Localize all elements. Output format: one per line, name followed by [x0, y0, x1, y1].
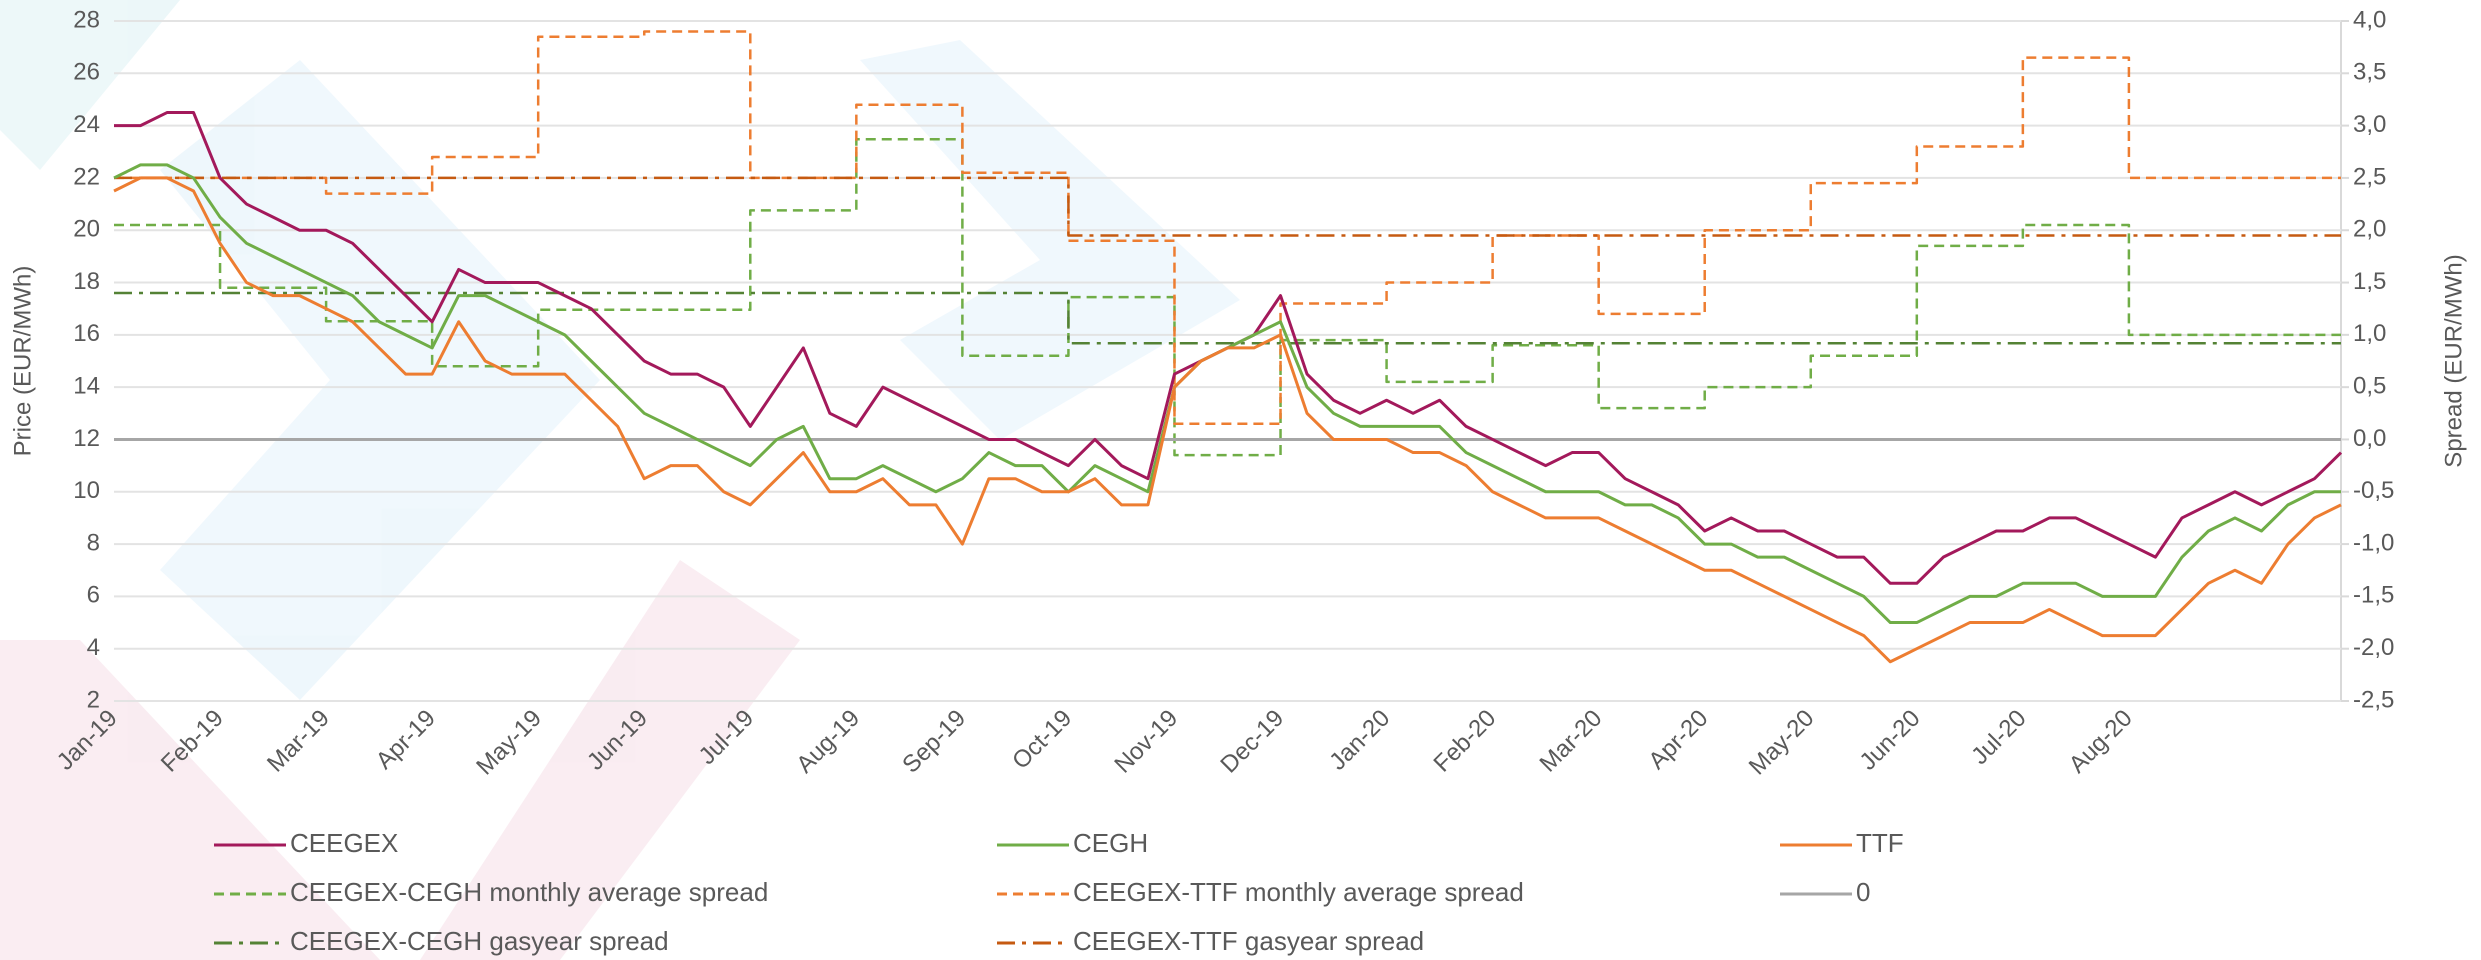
legend-label: CEEGEX-CEGH monthly average spread [290, 877, 768, 907]
x-tick-label: Feb-20 [1428, 705, 1501, 778]
x-tick-label: Mar-20 [1535, 705, 1608, 778]
x-tick-label: Apr-19 [371, 705, 441, 775]
x-tick-label: Apr-20 [1643, 705, 1713, 775]
y-tick-label: 22 [73, 163, 100, 190]
y-tick-label: 8 [87, 529, 100, 556]
legend-label: CEEGEX-TTF gasyear spread [1073, 926, 1424, 956]
background-decor [0, 0, 1240, 960]
x-tick-label: Aug-19 [791, 705, 865, 779]
y-tick-label: 24 [73, 111, 100, 138]
y2-tick-label: 0,0 [2353, 425, 2386, 452]
y-tick-label: 2 [87, 686, 100, 713]
y2-tick-label: -1,5 [2353, 582, 2394, 609]
y-tick-label: 28 [73, 6, 100, 33]
x-tick-label: May-19 [471, 705, 547, 781]
y2-tick-label: 1,5 [2353, 268, 2386, 295]
series-line [114, 30, 2341, 426]
y-tick-label: 6 [87, 582, 100, 609]
y2-tick-label: -1,0 [2353, 529, 2394, 556]
x-tick-label: Jun-20 [1855, 705, 1926, 776]
y2-tick-label: 2,5 [2353, 163, 2386, 190]
x-tick-label: Nov-19 [1109, 705, 1183, 779]
y2-tick-label: -0,5 [2353, 477, 2394, 504]
x-tick-label: May-20 [1744, 705, 1820, 781]
y2-tick-label: 3,5 [2353, 59, 2386, 86]
legend-label: CEEGEX [290, 828, 398, 858]
series-line [114, 137, 2341, 457]
y2-tick-label: 2,0 [2353, 216, 2386, 243]
y2-tick-label: -2,0 [2353, 634, 2394, 661]
y2-tick-label: 4,0 [2353, 6, 2386, 33]
y-tick-label: 12 [73, 425, 100, 452]
y2-axis-title: Spread (EUR/MWh) [2440, 254, 2467, 467]
x-tick-label: Mar-19 [262, 705, 335, 778]
legend-label: 0 [1856, 877, 1870, 907]
y-tick-label: 16 [73, 320, 100, 347]
legend-label: CEEGEX-CEGH gasyear spread [290, 926, 669, 956]
series-line [114, 176, 2341, 237]
x-tick-label: Oct-19 [1007, 705, 1077, 775]
y2-tick-label: 0,5 [2353, 372, 2386, 399]
x-tick-label: Dec-19 [1215, 705, 1289, 779]
legend-label: CEGH [1073, 828, 1148, 858]
series-line [113, 176, 2342, 664]
series-line [114, 291, 2341, 345]
y-tick-label: 20 [73, 216, 100, 243]
y2-tick-label: 1,0 [2353, 320, 2386, 347]
y-axis-title: Price (EUR/MWh) [9, 266, 36, 457]
y-tick-label: 14 [73, 372, 100, 399]
y2-tick-label: -2,5 [2353, 686, 2394, 713]
legend-label: CEEGEX-TTF monthly average spread [1073, 877, 1524, 907]
y-tick-label: 10 [73, 477, 100, 504]
x-tick-label: Jan-20 [1324, 705, 1395, 776]
y-tick-label: 18 [73, 268, 100, 295]
y2-tick-label: 3,0 [2353, 111, 2386, 138]
x-tick-label: Aug-20 [2064, 705, 2138, 779]
legend-label: TTF [1856, 828, 1904, 858]
x-tick-label: Sep-19 [897, 705, 971, 779]
y-tick-label: 26 [73, 59, 100, 86]
y-tick-label: 4 [87, 634, 100, 661]
x-tick-label: Jul-20 [1966, 705, 2031, 770]
